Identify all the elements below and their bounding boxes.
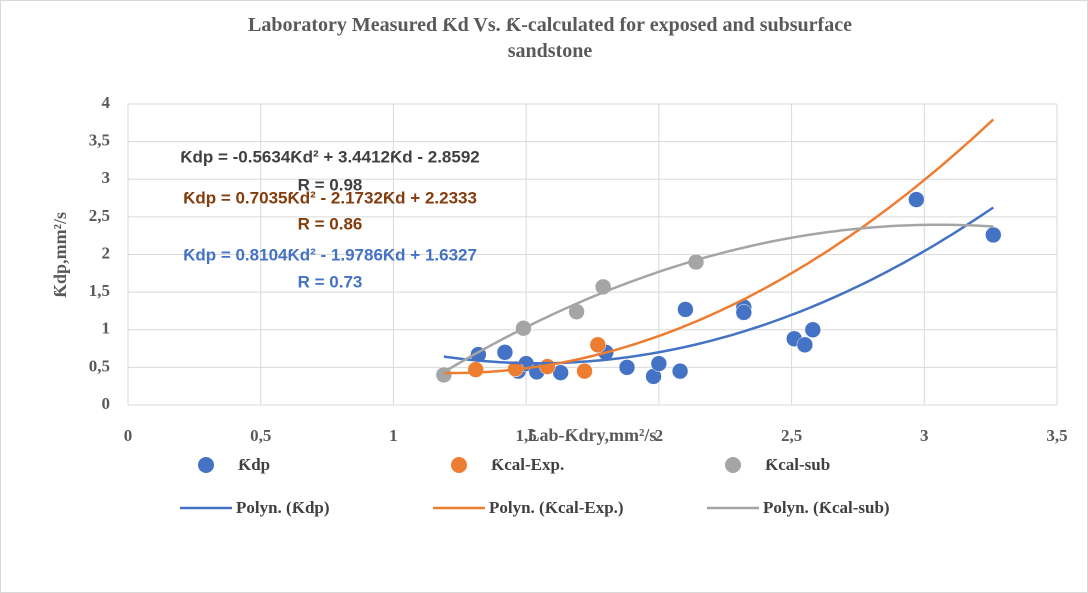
data-point	[677, 301, 694, 318]
r-value: R = 0.86	[298, 214, 363, 233]
trendline	[443, 223, 994, 374]
equation: Ƙdp = 0.7035Ƙd² - 2.1732Ƙd + 2.2333	[183, 188, 477, 207]
data-point	[618, 359, 636, 376]
data-point	[908, 191, 925, 208]
trendline	[443, 118, 995, 375]
y-tick-label: 1,5	[89, 281, 110, 300]
y-tick-label: 0,5	[89, 356, 110, 375]
legend-label: Ƙdp	[238, 455, 270, 474]
x-tick-label: 3	[920, 426, 929, 445]
legend-marker	[198, 457, 214, 473]
data-point	[650, 355, 668, 372]
x-tick-label: 0,5	[250, 426, 271, 445]
data-point	[796, 336, 814, 354]
y-tick-label: 3,5	[89, 131, 110, 150]
data-point	[496, 344, 514, 361]
x-tick-label: 1	[389, 426, 398, 445]
equation: Ƙdp = -0.5634Ƙd² + 3.4412Ƙd - 2.8592	[180, 147, 480, 166]
r-value: R = 0.98	[298, 175, 363, 194]
x-tick-label: 3,5	[1046, 426, 1067, 445]
x-tick-label: 1,5	[516, 426, 537, 445]
data-point	[985, 226, 1002, 244]
trendline	[443, 206, 994, 365]
equation: Ƙdp = 0.8104Ƙd² - 1.9786Ƙd + 1.6327	[183, 245, 477, 264]
y-tick-label: 1	[102, 319, 111, 338]
legend-label: Polyn. (Ƙdp)	[236, 498, 330, 517]
y-tick-label: 4	[102, 93, 111, 112]
y-tick-label: 2	[102, 243, 111, 262]
data-point	[589, 336, 607, 354]
chart-title: Laboratory Measured Ƙd Vs. Ƙ-calculated …	[248, 14, 852, 62]
legend-label: Polyn. (Ƙcal-Exp.)	[489, 498, 624, 517]
data-point	[467, 361, 484, 378]
data-point	[576, 362, 593, 380]
legend-label: Ƙcal-Exp.	[491, 455, 564, 474]
y-tick-label: 2,5	[89, 206, 110, 225]
data-point	[804, 321, 822, 338]
data-point	[671, 362, 689, 380]
data-point	[735, 304, 753, 321]
x-axis-title: Lab-Ƙdry,mm²/s	[528, 425, 657, 445]
y-axis-title: Ƙdp,mm²/s	[50, 212, 70, 298]
x-tick-label: 2,5	[781, 426, 802, 445]
legend-marker	[725, 457, 741, 473]
x-tick-label: 2	[655, 426, 664, 445]
legend-marker	[451, 457, 467, 473]
r-value: R = 0.73	[298, 272, 363, 291]
legend-label: Ƙcal-sub	[765, 455, 830, 474]
legend-label: Polyn. (Ƙcal-sub)	[763, 498, 890, 517]
y-tick-label: 0	[102, 394, 111, 413]
y-tick-label: 3	[102, 168, 111, 187]
x-tick-label: 0	[124, 426, 133, 445]
